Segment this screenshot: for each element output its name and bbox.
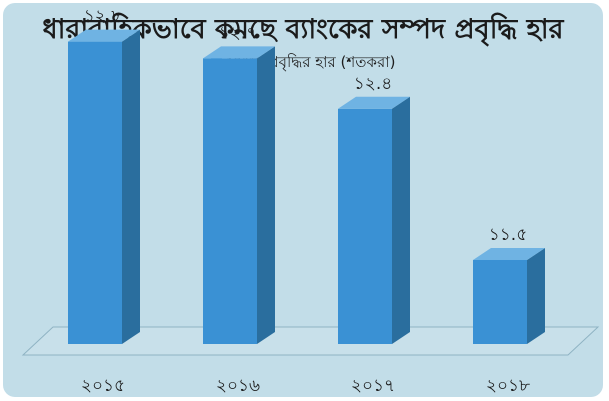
value-label: ১২.৭ bbox=[219, 23, 258, 43]
bar-top bbox=[68, 29, 140, 42]
x-tick-label: ২০১৬ bbox=[216, 376, 260, 396]
value-label: ১২.৪ bbox=[354, 74, 393, 94]
value-labels: ১২.৮ ১২.৭ ১২.৪ ১১.৫ bbox=[84, 7, 528, 245]
bar-side bbox=[527, 248, 545, 344]
bar-front bbox=[68, 41, 122, 344]
x-tick-label: ২০১৭ bbox=[351, 376, 395, 396]
bar-chart: ১২.৮ ১২.৭ ১২.৪ ১১.৫ ২০১৫ ২০১৬ ২০১৭ ২০১৮ bbox=[21, 7, 600, 396]
bar-side bbox=[257, 46, 275, 345]
bar-front bbox=[338, 108, 392, 344]
chart-floor bbox=[21, 326, 600, 356]
bar-side bbox=[122, 29, 140, 344]
value-label: ১১.৫ bbox=[489, 225, 528, 245]
bar bbox=[473, 248, 545, 344]
bar bbox=[338, 96, 410, 344]
bar-front bbox=[203, 58, 257, 345]
bar-top bbox=[473, 248, 545, 260]
x-tick-label: ২০১৮ bbox=[486, 376, 530, 396]
bar-front bbox=[473, 260, 527, 344]
x-axis-labels: ২০১৫ ২০১৬ ২০১৭ ২০১৮ bbox=[81, 376, 530, 396]
bar-top bbox=[338, 96, 410, 109]
bar bbox=[203, 46, 275, 345]
bars-group bbox=[68, 29, 545, 345]
x-tick-label: ২০১৫ bbox=[81, 376, 125, 396]
bar bbox=[68, 29, 140, 344]
bar-top bbox=[203, 46, 275, 59]
chart-card: ধারাবাহিকভাবে কমছে ব্যাংকের সম্পদ প্রবৃদ… bbox=[3, 3, 603, 397]
bar-side bbox=[392, 96, 410, 344]
value-label: ১২.৮ bbox=[84, 7, 123, 27]
